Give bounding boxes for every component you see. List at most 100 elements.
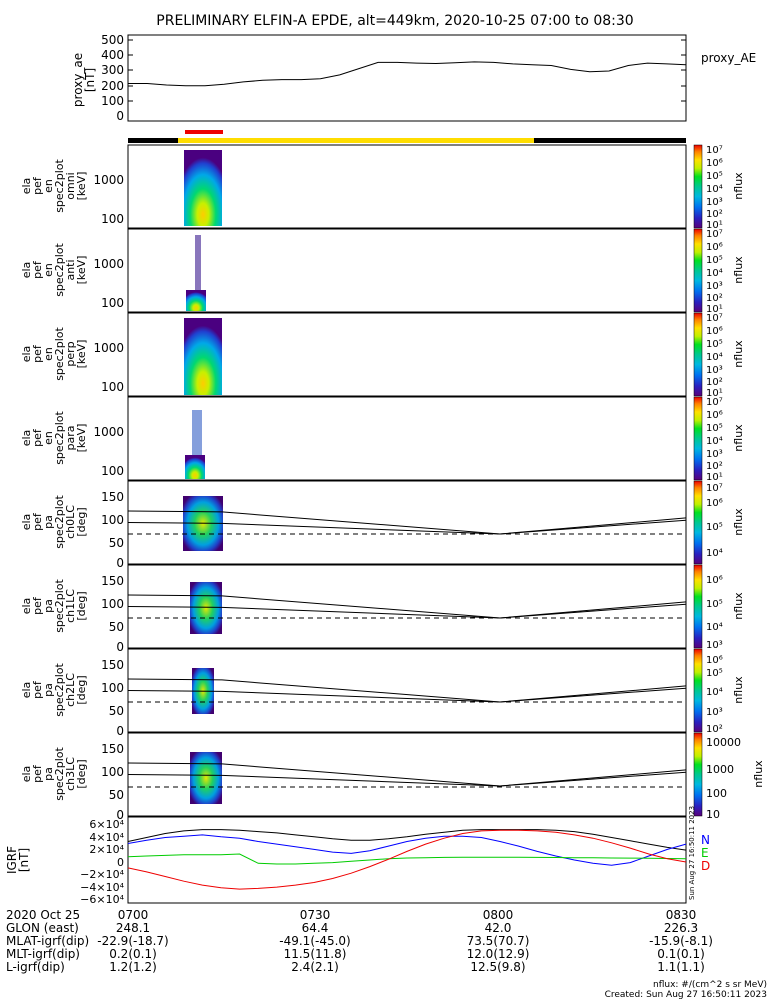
ae-tick: 0	[116, 109, 124, 123]
pa-tick: 150	[101, 658, 124, 672]
ephem-cell: -22.9(-18.7)	[97, 934, 168, 948]
ephem-cell: 12.5(9.8)	[470, 960, 525, 974]
colorbar-zlabel: nflux	[732, 508, 745, 536]
colorbar-zlabel: nflux	[732, 676, 745, 704]
spec-panel-anti: ela pef en spec2plot anti [keV] 1000 100…	[20, 229, 745, 315]
spec-panel-omni: ela pef en spec2plot omni [keV] 1000 100…	[20, 145, 745, 231]
pa-data-blob	[190, 752, 222, 804]
ephem-cell: 73.5(70.7)	[467, 934, 530, 948]
spec-tick: 100	[101, 296, 124, 310]
colorbar-zlabel: nflux	[732, 256, 745, 284]
cbar-tick: 10²	[706, 724, 723, 735]
cbar-tick: 10⁶	[706, 410, 723, 421]
ephem-cell: 42.0	[485, 921, 512, 935]
cbar-tick: 10	[706, 808, 720, 821]
colorbar	[694, 397, 702, 480]
legend-n: N	[701, 833, 710, 847]
colorbar-ticks: 10⁷ 10⁶ 10⁵ 10⁴ 10³ 10² 10¹	[706, 313, 723, 399]
ephem-row-time: 2020 Oct 25 0700 0730 0800 0830	[6, 908, 696, 922]
cbar-tick: 10¹	[706, 472, 723, 483]
cbar-tick: 10⁷	[706, 397, 723, 408]
cbar-tick: 10⁵	[706, 522, 723, 533]
colorbar-zlabel: nflux	[732, 340, 745, 368]
cbar-tick: 10⁵	[706, 171, 723, 182]
ae-tick: 500	[101, 33, 124, 47]
ae-tick: 400	[101, 48, 124, 62]
elfin-summary-figure: PRELIMINARY ELFIN-A EPDE, alt=449km, 202…	[0, 0, 775, 1000]
ae-tick: 300	[101, 63, 124, 77]
pa-tick: 150	[101, 742, 124, 756]
cbar-tick: 10³	[706, 365, 723, 376]
pa-ylabel: ela pef pa spec2plot ch2LC [deg]	[20, 663, 88, 717]
field-series-d	[128, 830, 686, 889]
cbar-tick: 10⁴	[706, 352, 723, 363]
ephem-row-label: L-igrf(dip)	[6, 960, 65, 974]
spec-data-speckle	[192, 410, 202, 455]
cbar-tick: 10³	[706, 707, 723, 718]
ephemeris-table: 2020 Oct 25 0700 0730 0800 0830 GLON (ea…	[6, 908, 713, 974]
field-tick: −6×10⁴	[80, 893, 124, 906]
pa-panel-ch0: ela pef pa spec2plot ch0LC [deg] 150 100…	[20, 481, 745, 570]
ephem-cell: 0.2(0.1)	[109, 947, 157, 961]
cbar-tick: 10⁵	[706, 255, 723, 266]
colorbar	[694, 145, 702, 228]
cbar-tick: 10³	[706, 197, 723, 208]
field-ylabel-line2: [nT]	[17, 848, 31, 872]
spec-data-blob	[186, 290, 206, 311]
pa-tick: 0	[116, 724, 124, 738]
colorbar-zlabel: nflux	[752, 760, 765, 788]
cbar-tick: 10⁴	[706, 268, 723, 279]
cbar-tick: 10⁷	[706, 483, 723, 494]
spec-tick: 100	[101, 464, 124, 478]
ae-ylabel: proxy_ae [nT]	[71, 53, 97, 107]
pa-ylabel: ela pef pa spec2plot ch3LC [deg]	[20, 747, 88, 801]
ephem-cell: 248.1	[116, 921, 150, 935]
pitch-angle-panels: ela pef pa spec2plot ch0LC [deg] 150 100…	[20, 481, 765, 822]
spec-tick: 1000	[93, 257, 124, 271]
cbar-tick: 10³	[706, 449, 723, 460]
ae-frame	[128, 35, 686, 121]
pa-ylabel: ela pef pa spec2plot ch0LC [deg]	[20, 495, 88, 549]
cbar-tick: 10⁴	[706, 687, 723, 698]
cbar-tick: 10⁶	[706, 498, 723, 509]
label-line: [keV]	[75, 172, 88, 201]
pa-ylabel: ela pef pa spec2plot ch1LC [deg]	[20, 579, 88, 633]
spec-data-blob	[184, 318, 222, 395]
label-line: [keV]	[75, 340, 88, 369]
spec-frame	[128, 397, 686, 480]
cbar-tick: 10²	[706, 377, 723, 388]
ephem-cell: 1.2(1.2)	[109, 960, 157, 974]
cbar-tick: 10³	[706, 640, 723, 651]
bar-fast-survey	[185, 130, 223, 134]
ephem-cell: 226.3	[664, 921, 698, 935]
pa-data-blob	[190, 582, 222, 634]
cbar-tick: 10⁵	[706, 668, 723, 679]
ephem-cell: 0800	[483, 908, 514, 922]
ae-ylabel-line2: [nT]	[83, 68, 97, 92]
pa-panel-ch3: ela pef pa spec2plot ch3LC [deg] 150 100…	[20, 733, 765, 822]
spec-data-speckle	[195, 235, 201, 290]
ephem-row-glon: GLON (east) 248.1 64.4 42.0 226.3	[6, 921, 698, 935]
label-line: [keV]	[75, 256, 88, 285]
spec-tick: 100	[101, 212, 124, 226]
pa-tick: 100	[101, 597, 124, 611]
ephem-cell: 12.0(12.9)	[467, 947, 530, 961]
pa-tick: 0	[116, 640, 124, 654]
ae-tick: 200	[101, 79, 124, 93]
label-line: [deg]	[75, 507, 88, 536]
cbar-tick: 10²	[706, 293, 723, 304]
cbar-tick: 10⁴	[706, 548, 723, 559]
cbar-tick: 10⁶	[706, 158, 723, 169]
ephem-row-label: MLT-igrf(dip)	[6, 947, 80, 961]
cbar-tick: 10⁷	[706, 145, 723, 156]
spec-ylabel: ela pef en spec2plot anti [keV]	[20, 243, 88, 297]
pa-tick: 50	[109, 704, 124, 718]
ephem-cell: 0830	[666, 908, 697, 922]
ephem-cell: -15.9(-8.1)	[649, 934, 713, 948]
spec-tick: 1000	[93, 341, 124, 355]
cbar-tick: 10⁶	[706, 655, 723, 666]
igrf-field-panel: IGRF [nT] 6×10⁴ 4×10⁴ 2×10⁴ 0 −2×10⁴ −4×…	[5, 806, 710, 906]
legend-e: E	[701, 846, 709, 860]
pa-tick: 50	[109, 536, 124, 550]
ephem-cell: 11.5(11.8)	[284, 947, 347, 961]
